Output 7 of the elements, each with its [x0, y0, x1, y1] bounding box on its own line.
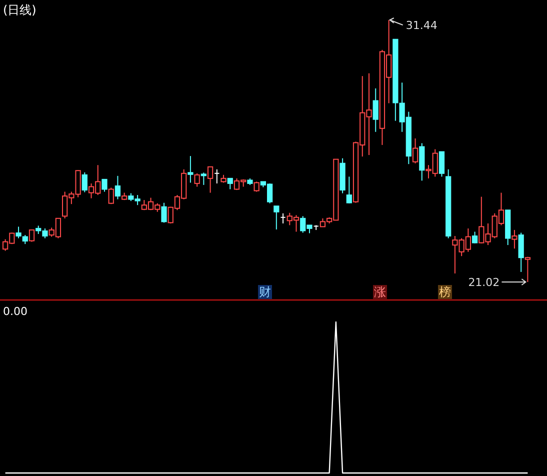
text: 涨	[374, 285, 386, 299]
text: 榜	[439, 285, 451, 299]
text: 0.00	[3, 305, 28, 318]
text: 财	[259, 285, 271, 299]
chart-title: (日线)	[3, 3, 36, 17]
annotation: 31.44	[406, 19, 438, 32]
annotation: 21.02	[468, 276, 500, 289]
